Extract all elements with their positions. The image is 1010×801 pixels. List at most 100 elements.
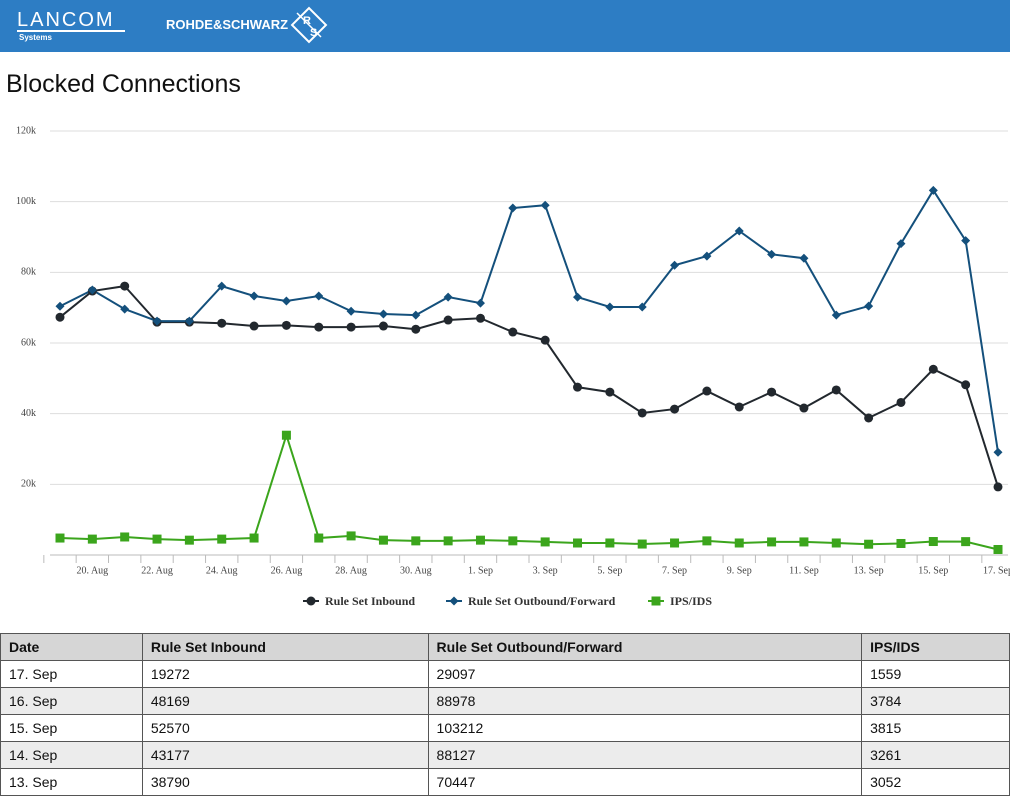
point	[961, 380, 971, 390]
point	[605, 387, 615, 397]
table-cell: 17. Sep	[0, 660, 143, 688]
table-cell: 16. Sep	[0, 687, 143, 715]
x-tick-label: 20. Aug	[77, 565, 109, 576]
point	[573, 292, 583, 302]
point	[217, 318, 227, 328]
point	[184, 316, 194, 326]
point	[573, 538, 583, 548]
point	[378, 321, 388, 331]
y-tick-label: 40k	[21, 408, 36, 419]
x-tick-label: 15. Sep	[918, 565, 948, 576]
legend-item: Rule Set Outbound/Forward	[446, 594, 616, 608]
point	[573, 382, 583, 392]
x-tick-label: 24. Aug	[206, 565, 238, 576]
point	[281, 430, 291, 440]
point	[670, 538, 680, 548]
point	[540, 200, 550, 210]
point	[508, 327, 518, 337]
table-cell: 1559	[861, 660, 1010, 688]
point	[249, 291, 259, 301]
page-title: Blocked Connections	[6, 70, 241, 98]
point	[993, 544, 1003, 554]
table-row: 16. Sep 48169 88978 3784	[0, 687, 1010, 715]
point	[217, 534, 227, 544]
point	[831, 538, 841, 548]
column-header: IPS/IDS	[861, 633, 1010, 661]
point	[928, 364, 938, 374]
point	[120, 281, 130, 291]
table-header: Date Rule Set Inbound Rule Set Outbound/Fo…	[0, 633, 1010, 661]
point	[896, 538, 906, 548]
emblem-letter: R	[303, 15, 311, 27]
point	[651, 596, 661, 606]
point	[799, 537, 809, 547]
table-cell: 88978	[427, 687, 863, 715]
point	[217, 281, 227, 291]
point	[152, 534, 162, 544]
column-header: Date	[0, 633, 143, 661]
x-tick-label: 28. Aug	[335, 565, 367, 576]
y-tick-label: 120k	[16, 125, 36, 136]
point	[346, 322, 356, 332]
point	[120, 532, 130, 542]
point	[864, 413, 874, 423]
point	[281, 296, 291, 306]
table-cell: 103212	[427, 714, 863, 742]
point	[475, 298, 485, 308]
point	[281, 320, 291, 330]
point	[767, 249, 777, 259]
point	[306, 596, 316, 606]
point	[249, 321, 259, 331]
table-row: 17. Sep 19272 29097 1559	[0, 660, 1010, 688]
table-cell: 38790	[141, 768, 429, 796]
point	[767, 537, 777, 547]
point	[896, 239, 906, 249]
table-cell: 14. Sep	[0, 741, 143, 769]
legend-label: Rule Set Inbound	[325, 594, 415, 608]
chart: 20k 40k 60k 80k 100k 120k 20. Aug 22. Aug 24. Au…	[16, 125, 1010, 608]
y-tick-label: 20k	[21, 479, 36, 490]
legend-item: Rule Set Inbound	[303, 594, 415, 608]
table-cell: 3052	[861, 768, 1010, 796]
x-tick-label: 7. Sep	[662, 565, 687, 576]
table-row: 15. Sep 52570 103212 3815	[0, 714, 1010, 742]
point	[799, 253, 809, 263]
x-tick-label: 9. Sep	[727, 565, 752, 576]
point	[637, 408, 647, 418]
x-tick-label: 22. Aug	[141, 565, 173, 576]
x-tick-label: 11. Sep	[789, 565, 819, 576]
point	[443, 292, 453, 302]
point	[734, 538, 744, 548]
x-tick-label: 3. Sep	[533, 565, 558, 576]
brand-rule	[17, 30, 125, 32]
point	[831, 385, 841, 395]
point	[605, 302, 615, 312]
point	[87, 285, 97, 295]
point	[475, 313, 485, 323]
point	[184, 535, 194, 545]
table-row: 14. Sep 43177 88127 3261	[0, 741, 1010, 769]
partner: ROHDE&SCHWARZ	[166, 17, 289, 32]
series-line	[59, 431, 999, 551]
point	[896, 397, 906, 407]
point	[734, 226, 744, 236]
table-cell: 88127	[427, 741, 863, 769]
x-tick-label: 26. Aug	[271, 565, 303, 576]
point	[605, 538, 615, 548]
x-tick-label: 1. Sep	[468, 565, 493, 576]
point	[411, 310, 421, 320]
brand: LANCOM	[17, 9, 115, 31]
point	[864, 539, 874, 549]
x-tick-label: 5. Sep	[597, 565, 622, 576]
point	[378, 535, 388, 545]
point	[314, 322, 324, 332]
point	[799, 403, 809, 413]
y-tick-label: 80k	[21, 267, 36, 278]
table-cell: 13. Sep	[0, 768, 143, 796]
column-header: Rule Set Outbound/Forward	[427, 633, 863, 661]
point	[540, 537, 550, 547]
point	[702, 536, 712, 546]
point	[475, 535, 485, 545]
point	[508, 203, 518, 213]
point	[831, 310, 841, 320]
